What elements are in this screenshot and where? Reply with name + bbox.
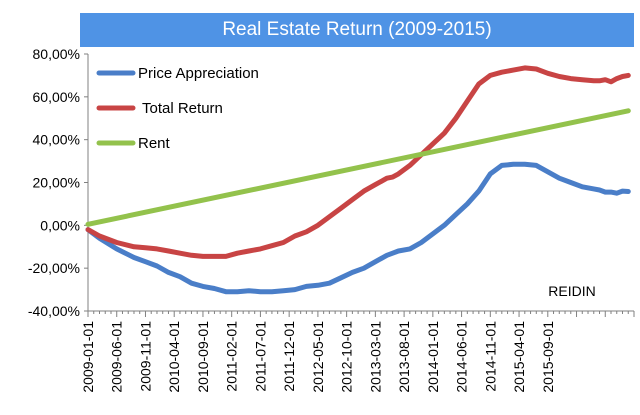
source-label: REIDIN [548,283,595,299]
x-tick-label: 2012-05-01 [310,321,326,393]
legend-label: Price Appreciation [138,65,259,82]
x-tick-label: 2014-06-01 [454,321,470,393]
axes: 80,00% 60,00% 40,00% 20,00% 0,00% -20,00% -40,… [28,46,635,393]
x-tick-label: 2010-09-01 [195,321,211,393]
series-layer [85,65,631,295]
series-line-rent [85,108,631,227]
legend-label: Rent [138,135,171,152]
x-tick-label: 2015-09-01 [540,321,556,393]
x-tick-label: 2009-06-01 [109,321,125,393]
x-tick-label: 2012-10-01 [339,321,355,393]
y-tick-label: 0,00% [40,217,80,233]
y-tick-label: 40,00% [33,132,80,148]
y-tick-label: -40,00% [28,303,80,319]
x-tick-label: 2013-08-01 [396,321,412,393]
x-tick-label: 2009-01-01 [80,321,96,393]
y-tick-label: -20,00% [28,260,80,276]
x-tick-label: 2014-01-01 [425,321,441,393]
y-tick-label: 60,00% [33,89,80,105]
y-tick-label: 80,00% [33,46,80,62]
x-tick-label: 2015-04-01 [511,321,527,393]
x-tick-label: 2011-02-01 [224,321,240,392]
legend-label: Total Return [142,100,223,117]
series-line-total-return [85,65,631,259]
y-tick-label: 20,00% [33,175,80,191]
x-tick-label: 2013-03-01 [367,321,383,393]
x-tick-label: 2014-11-01 [482,321,498,392]
series-line-price-appreciation [85,161,631,295]
chart-title: Real Estate Return (2009-2015) [80,13,634,47]
x-tick-label: 2009-11-01 [137,321,153,392]
x-tick-label: 2010-04-01 [166,321,182,393]
legend: Price Appreciation Total Return Rent [96,65,259,152]
x-tick-label: 2011-12-01 [281,321,297,392]
x-tick-label: 2011-07-01 [252,321,268,392]
